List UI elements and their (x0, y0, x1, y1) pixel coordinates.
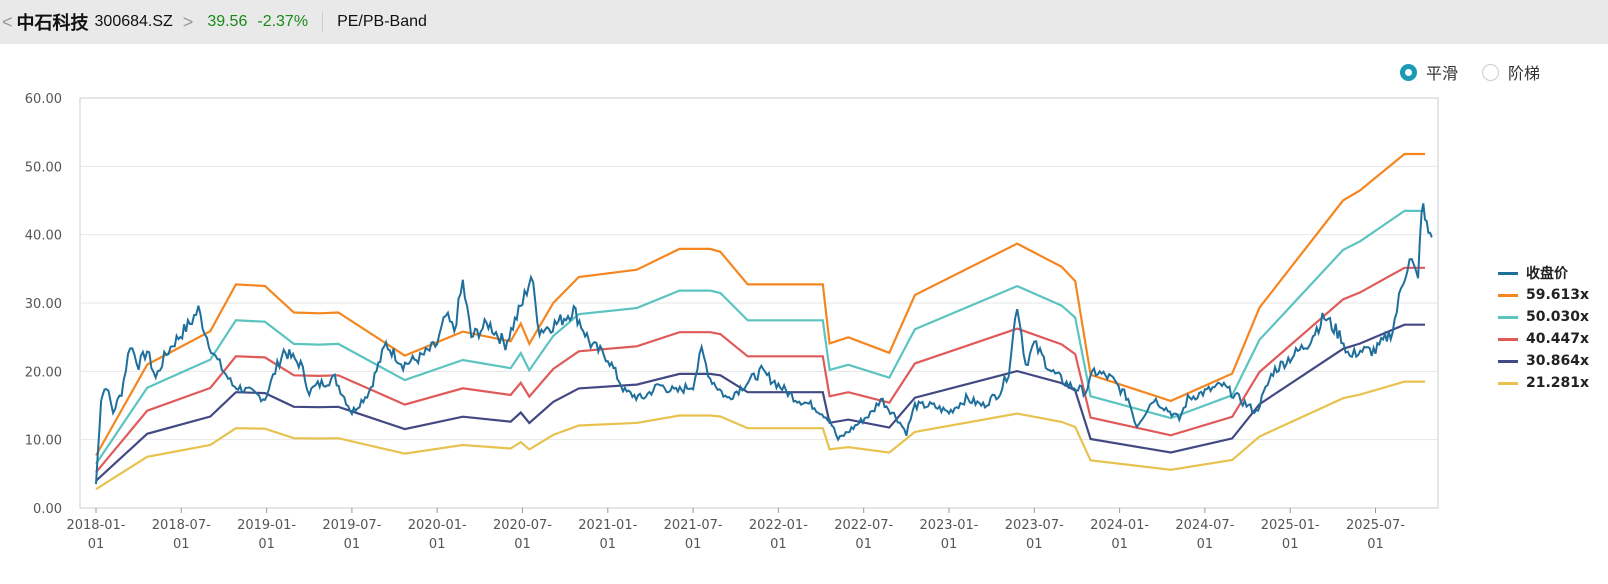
x-tick-label: 2022-07- (834, 518, 893, 533)
y-tick-label: 50.00 (25, 160, 62, 175)
x-tick-label: 2023-01- (919, 518, 978, 533)
legend-swatch (1498, 337, 1518, 341)
legend-item[interactable]: 收盘价 (1498, 262, 1589, 284)
x-tick-label: 01 (514, 537, 531, 552)
stock-header: < 中石科技 300684.SZ > 39.56 -2.37% PE/PB-Ba… (0, 0, 1608, 44)
next-stock-button[interactable]: > (182, 11, 194, 32)
x-tick-label: 01 (600, 537, 617, 552)
band-line-59.613x (95, 152, 1425, 457)
x-tick-label: 2024-01- (1090, 518, 1149, 533)
stock-change: -2.37% (257, 13, 309, 30)
band-line-30.864x (95, 323, 1425, 482)
legend-label: 50.030x (1526, 309, 1590, 325)
x-tick-label: 01 (1367, 537, 1384, 552)
x-tick-label: 01 (258, 537, 275, 552)
x-tick-label: 2024-07- (1175, 518, 1234, 533)
y-tick-label: 30.00 (25, 297, 62, 312)
stock-price: 39.56 (207, 13, 248, 30)
x-tick-label: 2022-01- (749, 518, 808, 533)
x-tick-label: 2018-07- (152, 518, 211, 533)
y-tick-label: 20.00 (25, 365, 62, 380)
legend-swatch (1498, 381, 1518, 385)
x-tick-label: 01 (429, 537, 446, 552)
x-tick-label: 01 (685, 537, 702, 552)
legend-label: 59.613x (1526, 287, 1590, 303)
x-tick-label: 2021-07- (664, 518, 723, 533)
chart-legend: 收盘价 59.613x 50.030x 40.447x 30.864x 21.281x (1498, 262, 1589, 394)
mode-selector: 平滑 阶梯 (1400, 60, 1564, 84)
legend-label: 收盘价 (1526, 266, 1568, 282)
x-tick-label: 01 (941, 537, 958, 552)
x-tick-label: 01 (1026, 537, 1043, 552)
y-tick-label: 40.00 (25, 229, 62, 244)
x-tick-label: 2019-07- (322, 518, 381, 533)
x-tick-label: 01 (1282, 537, 1299, 552)
legend-swatch (1498, 293, 1518, 297)
divider (322, 12, 324, 32)
prev-stock-button[interactable]: < (2, 11, 13, 32)
x-tick-label: 01 (88, 537, 105, 552)
x-tick-label: 2025-07- (1346, 518, 1405, 533)
mode-step-radio[interactable]: 阶梯 (1482, 60, 1540, 84)
mode-smooth-label: 平滑 (1426, 64, 1459, 83)
legend-item[interactable]: 30.864x (1498, 350, 1589, 372)
stock-code: 300684.SZ (94, 13, 173, 30)
legend-item[interactable]: 21.281x (1498, 372, 1589, 394)
x-tick-label: 2021-01- (578, 518, 637, 533)
legend-item[interactable]: 59.613x (1498, 284, 1589, 306)
mode-step-label: 阶梯 (1508, 64, 1541, 83)
band-line-50.030x (95, 209, 1425, 465)
x-tick-label: 01 (173, 537, 190, 552)
legend-item[interactable]: 50.030x (1498, 306, 1589, 328)
x-tick-label: 01 (344, 537, 361, 552)
radio-unchecked-icon (1482, 63, 1500, 81)
band-line-40.447x (95, 266, 1425, 474)
radio-checked-icon (1400, 63, 1417, 81)
x-tick-label: 2020-01- (408, 518, 467, 533)
y-tick-label: 60.00 (25, 92, 62, 107)
page-title: PE/PB-Band (337, 13, 427, 30)
band-line-21.281x (95, 380, 1425, 491)
legend-label: 21.281x (1526, 375, 1590, 391)
legend-swatch (1498, 359, 1518, 363)
legend-swatch (1498, 315, 1518, 319)
mode-smooth-radio[interactable]: 平滑 (1400, 60, 1458, 84)
x-tick-label: 2023-07- (1005, 518, 1064, 533)
stock-name: 中石科技 (16, 13, 89, 33)
y-tick-label: 10.00 (25, 434, 62, 449)
x-tick-label: 2019-01- (237, 518, 296, 533)
x-tick-label: 01 (1197, 537, 1214, 552)
x-tick-label: 01 (855, 537, 872, 552)
x-tick-label: 2018-01- (66, 518, 125, 533)
x-tick-label: 01 (770, 537, 787, 552)
x-tick-label: 01 (1111, 537, 1128, 552)
x-tick-label: 2020-07- (493, 518, 552, 533)
legend-label: 40.447x (1526, 331, 1590, 347)
legend-item[interactable]: 40.447x (1498, 328, 1589, 350)
legend-swatch (1498, 271, 1518, 275)
y-tick-label: 0.00 (33, 502, 62, 517)
x-tick-label: 2025-01- (1261, 518, 1320, 533)
legend-label: 30.864x (1526, 353, 1590, 369)
close-price-line (95, 203, 1433, 485)
